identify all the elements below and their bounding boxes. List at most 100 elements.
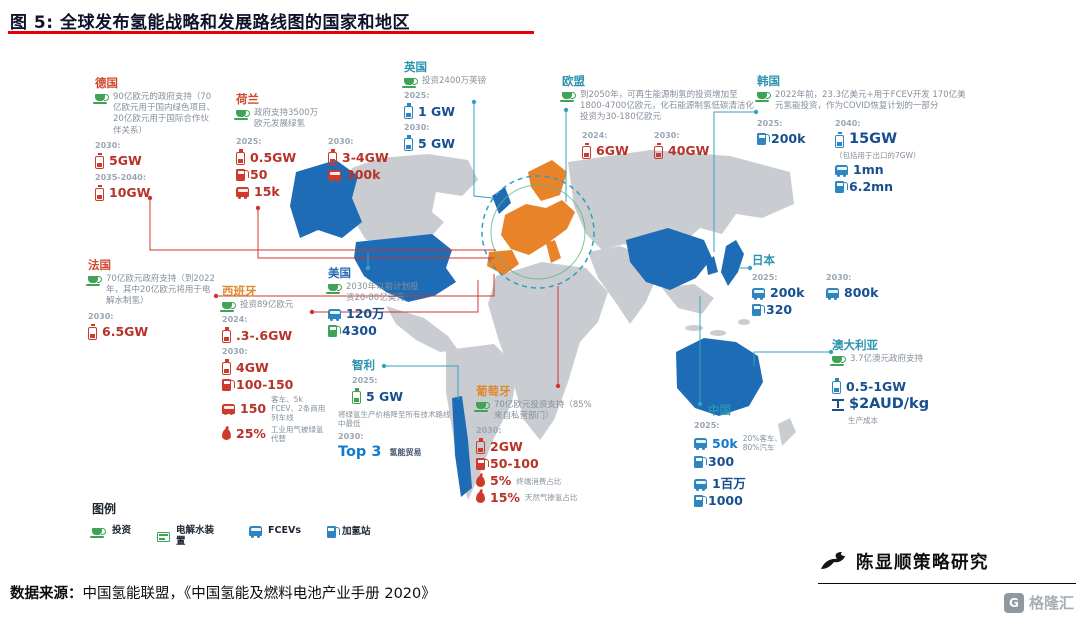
fuel-pump-icon [752,304,765,316]
dove-logo-icon [821,551,845,569]
fcev-value: 1百万 [712,476,746,492]
gelonghui-logo: G 格隆汇 [1003,592,1074,613]
landmass-canada-greenland [344,154,478,246]
country-name: 澳大利亚 [832,338,878,352]
eu-dashed-circle [481,175,595,289]
country-name: 葡萄牙 [476,384,511,398]
fcev-row: 800k [826,286,878,300]
investment-icon [220,302,236,313]
investment-desc: 90亿欧元的政府支持（70亿欧元用于国内绿色项目、20亿欧元用于国际合作伙伴关系… [93,92,217,136]
capacity-value: 2GW [490,439,523,455]
watermark-text: 陈显顺策略研究 [856,553,989,573]
column-2030: 2030: 3-4GW 300k [328,133,389,185]
fuel-pump-icon [222,379,235,392]
bus-icon [328,309,341,321]
station-row: 6.2mn [835,180,921,194]
country-name: 荷兰 [236,92,259,106]
fcev-note: 20%客车、80%汽车 [742,434,782,453]
legend-title: 图例 [92,502,117,516]
investment-desc: 70亿欧元投资支持（85%来自私营部门） [474,400,598,422]
fuel-pump-icon [694,494,707,507]
investment-desc: 3.7亿澳元政府支持 [830,354,924,367]
desc-text: 2030年以前计划投资20-80亿美元 [346,282,419,304]
price-note: 将绿氢生产价格降至所有技术路线中最低 [338,410,451,429]
country-shape-chile [452,396,472,497]
column-2025: 2025: 0.5GW 50 15k [236,133,304,202]
investment-icon [402,78,418,89]
legend-label: 加氢站 [341,525,371,537]
country-name: 英国 [404,60,427,74]
country-shape-china [626,228,712,290]
fcev-row: 50k 20%客车、80%汽车 [694,434,802,452]
country-panel-korea: 韩国 2022年前，23.3亿美元+用于FCEV开发 170亿美元氢能投资，作为… [755,74,969,197]
eu-solid-circle [490,184,586,280]
station-row: 1000 [694,494,802,508]
station-value: 6.2mn [849,179,894,195]
year-label: 2030: [476,426,502,436]
investment-desc: 2030年以前计划投资20-80亿美元 [326,282,420,304]
year-label: 2030: [404,123,430,133]
bus-icon [249,526,263,538]
fuel-pump-icon [328,325,341,338]
electrolyzer-icon [95,184,104,201]
eu-countries-orange [487,160,575,275]
investment-icon [86,276,102,287]
island-indonesia [710,330,726,336]
fuel-pump-icon [236,169,249,182]
desc-text: 90亿欧元的政府支持（70亿欧元用于国内绿色项目、20亿欧元用于国际合作伙伴关系… [113,92,216,136]
trade-rank-row: Top 3 氢能贸易 [338,444,468,461]
desc-text: 70亿欧元投资支持（85%来自私营部门） [494,400,592,422]
country-panel-us: 美国 2030年以前计划投资20-80亿美元 120万 4300 [326,266,420,341]
fcev-value: 800k [844,285,879,301]
share-note: 天然气掺氢占比 [524,493,578,503]
bus-icon [835,165,848,177]
investment-icon [326,284,342,295]
landmass-southeast-asia [662,284,714,314]
electrolyzer-icon [157,531,171,542]
fcev-row: 200k [752,286,808,300]
bus-icon [222,403,235,416]
fcev-row: 15k [236,185,304,199]
country-panel-netherlands: 荷兰 政府支持3500万欧元发展绿氢 2025: 0.5GW 50 15k [234,92,406,202]
year-label: 2025: [352,376,378,386]
connector-lines-teal [367,102,831,404]
electrolyzer-icon [835,131,844,148]
electrolyzer-icon [222,359,231,376]
electrolyzer-row: 6.5GW [88,323,218,340]
electrolyzer-icon [328,149,337,166]
year-label: 2035-2040: [95,172,147,182]
year-label: 2025: [404,91,430,101]
green-share-row: 25% 工业用气被绿氢代替 [222,425,334,443]
connector-germany [149,198,496,251]
fuel-pump-icon [757,133,770,146]
cost-note: 生产成本 [848,416,878,426]
connector-korea [713,111,756,252]
investment-icon [560,92,576,103]
fcev-row: 120万 [328,307,420,321]
capacity-value: 10GW [109,185,151,201]
investment-desc: 政府支持3500万欧元发展绿氢 [234,108,324,130]
station-value: 4300 [342,323,377,339]
year-label: 2030: [328,137,354,147]
landmass-new-zealand [778,418,796,446]
station-row: 50 [236,168,304,182]
year-label: 2030: [654,130,680,140]
legend-label: 投资 [112,525,132,536]
country-panel-chile: 智利 2025: 5 GW 将绿氢生产价格降至所有技术路线中最低 2030: T… [338,358,468,464]
fcev-value: 120万 [346,306,385,322]
rank-label: 氢能贸易 [389,447,422,457]
bus-icon [694,438,707,450]
country-name: 德国 [95,76,118,90]
bus-icon [236,187,249,199]
capacity-value: 6.5GW [102,324,149,340]
electrolyzer-row: 40GW [654,142,709,159]
rank-value: Top 3 [338,444,382,461]
capacity-value: 5GW [109,153,142,169]
highlighted-countries-blue [290,160,763,497]
fcev-note: 客车、5k FCEV、2条商用列车线 [271,395,326,423]
legend-item-fcevs: FCEVs [249,525,301,538]
year-label: 2040: [835,119,861,129]
target-columns: 2025: 200k 2040: 15GW （包括用于出口的7GW） 1mn [757,115,969,196]
connector-uk [473,102,493,199]
country-panel-china: 中国 2025: 50k 20%客车、80%汽车 300 1百万 1000 [694,403,802,511]
